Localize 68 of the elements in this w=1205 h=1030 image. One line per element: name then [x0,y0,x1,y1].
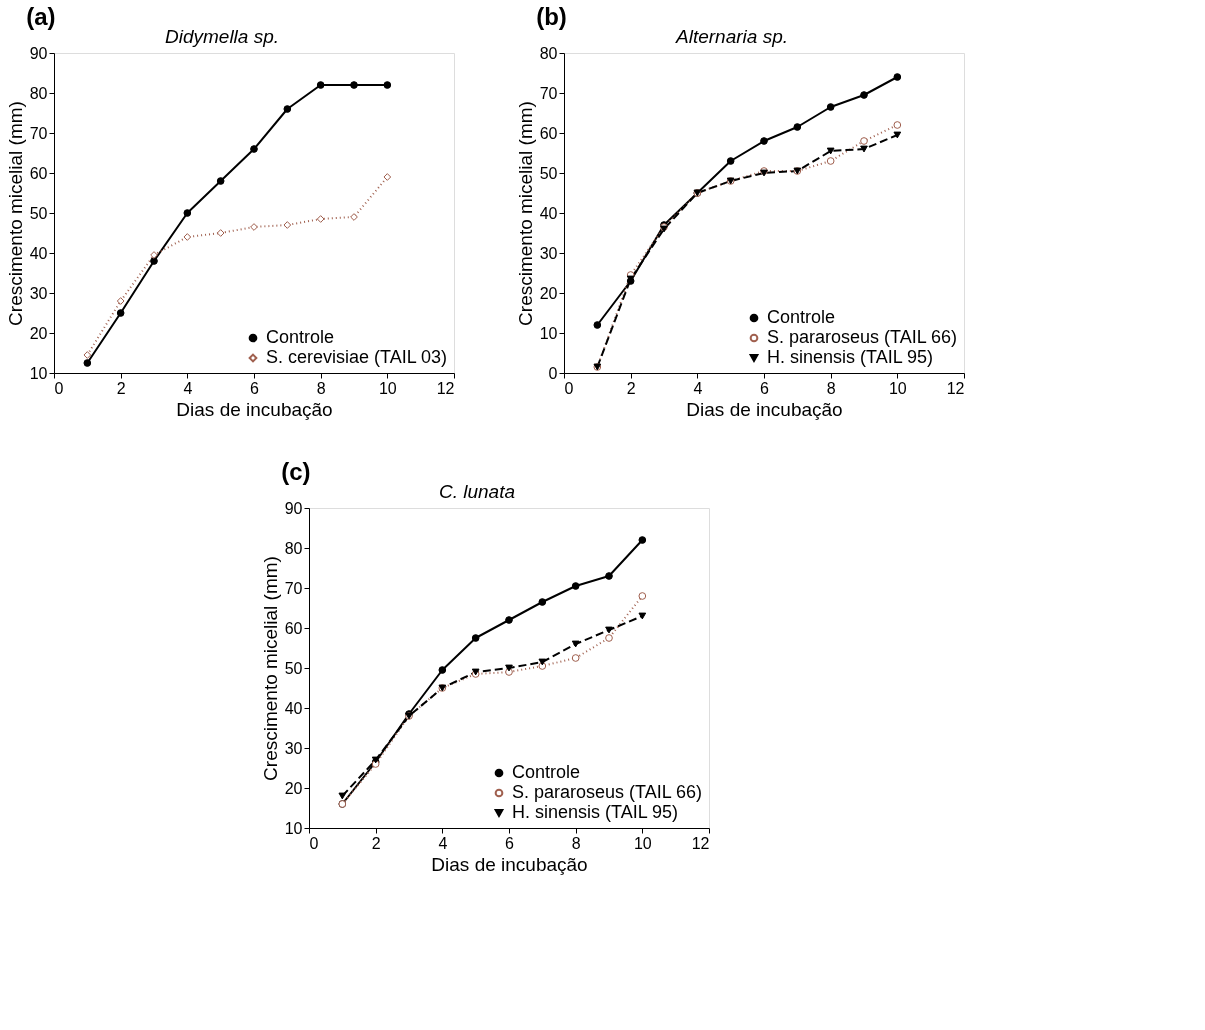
x-tick-label: 2 [116,379,126,397]
chart-title: (c) [281,458,311,485]
y-tick-label: 50 [284,659,303,677]
legend-label: Controle [767,307,836,327]
y-axis-title: Crescimento micelial (mm) [4,101,26,326]
x-axis-title: Dias de incubação [431,853,588,875]
x-tick-label: 12 [691,834,710,852]
x-tick-label: 8 [826,379,836,397]
chart-subtitle: C. lunata [438,481,516,502]
y-tick-label: 40 [29,244,48,262]
x-tick-label: 6 [760,379,770,397]
y-tick-label: 0 [548,364,558,382]
legend-label: Controle [266,327,335,347]
x-tick-label: 10 [633,834,652,852]
y-tick-label: 80 [284,539,303,557]
legend-label: S. pararoseus (TAIL 66) [767,327,958,347]
y-axis-title: Crescimento micelial (mm) [259,556,281,781]
x-tick-label: 4 [438,834,448,852]
x-axis-title: Dias de incubação [176,398,333,420]
x-tick-label: 6 [250,379,260,397]
legend-label: H. sinensis (TAIL 95) [512,802,679,822]
y-tick-label: 40 [284,699,303,717]
y-tick-label: 10 [284,819,303,837]
chart-title: (a) [26,3,56,30]
y-tick-label: 30 [29,284,48,302]
y-tick-label: 60 [539,124,558,142]
y-tick-label: 20 [284,779,303,797]
x-tick-label: 2 [626,379,636,397]
y-tick-label: 60 [284,619,303,637]
y-tick-label: 40 [539,204,558,222]
y-tick-label: 60 [29,164,48,182]
x-tick-label: 8 [571,834,581,852]
x-tick-label: 8 [316,379,326,397]
legend-label: Controle [512,762,581,782]
x-tick-label: 4 [183,379,193,397]
y-tick-label: 50 [29,204,48,222]
y-tick-label: 10 [29,364,48,382]
x-tick-label: 12 [946,379,965,397]
y-tick-label: 30 [539,244,558,262]
x-tick-label: 4 [693,379,703,397]
x-tick-label: 0 [564,379,574,397]
chart-subtitle: Alternaria sp. [675,26,788,47]
x-tick-label: 12 [436,379,455,397]
legend-label: H. sinensis (TAIL 95) [767,347,934,367]
legend-label: S. pararoseus (TAIL 66) [512,782,703,802]
y-tick-label: 10 [539,324,558,342]
x-tick-label: 2 [371,834,381,852]
y-tick-label: 20 [539,284,558,302]
x-tick-label: 6 [505,834,515,852]
y-tick-label: 70 [539,84,558,102]
x-tick-label: 0 [309,834,319,852]
legend-label: S. cerevisiae (TAIL 03) [266,347,448,367]
y-tick-label: 90 [29,44,48,62]
y-tick-label: 20 [29,324,48,342]
y-axis-title: Crescimento micelial (mm) [514,101,536,326]
chart-subtitle: Didymella sp. [164,26,280,47]
y-tick-label: 90 [284,499,303,517]
x-tick-label: 0 [54,379,64,397]
y-tick-label: 80 [29,84,48,102]
y-tick-label: 50 [539,164,558,182]
y-tick-label: 30 [284,739,303,757]
x-axis-title: Dias de incubação [686,398,843,420]
y-tick-label: 70 [29,124,48,142]
x-tick-label: 10 [378,379,397,397]
chart-title: (b) [536,3,567,30]
y-tick-label: 80 [539,44,558,62]
x-tick-label: 10 [888,379,907,397]
y-tick-label: 70 [284,579,303,597]
